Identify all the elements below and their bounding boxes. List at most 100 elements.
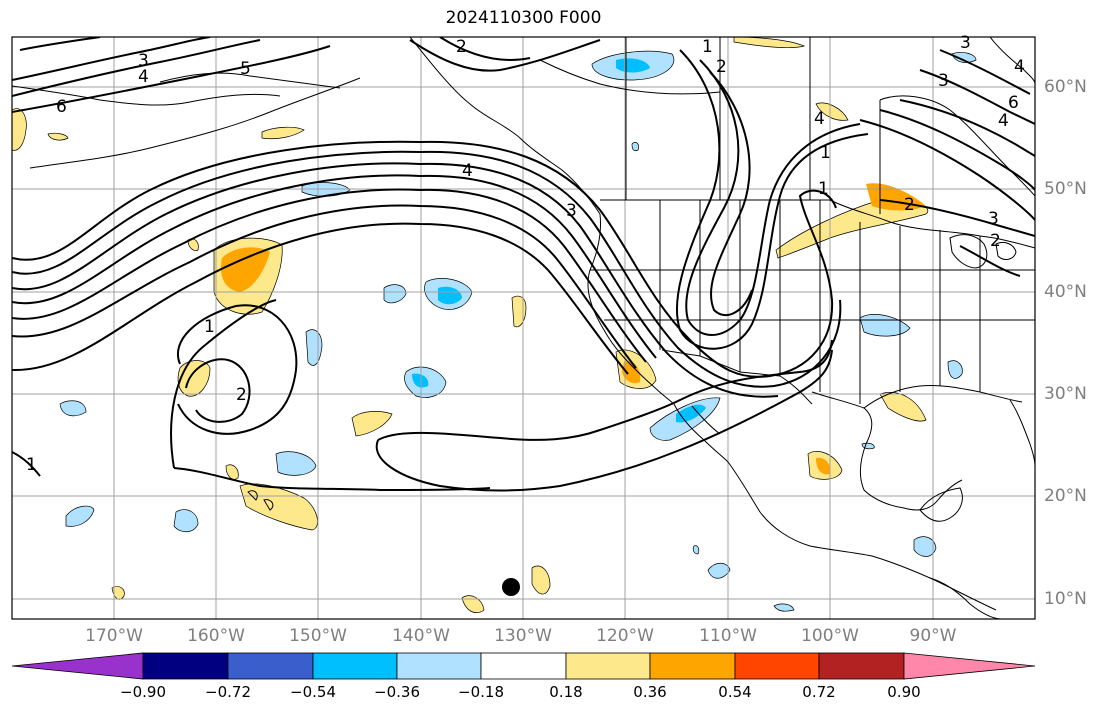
shade-positive (177, 360, 211, 397)
contour-ridge-3 (12, 162, 779, 398)
west-coast (587, 213, 675, 405)
lat-label-60n: 60°N (1044, 77, 1087, 97)
contour-label: 4 (1014, 57, 1025, 77)
contour-trough-east-3 (709, 71, 753, 317)
shade-positive (775, 197, 929, 259)
shade-positive (815, 102, 849, 121)
contour-ne-1 (859, 119, 1035, 221)
contour-high-1 (177, 304, 298, 435)
lon-label-120w: 120°W (596, 626, 654, 646)
shade-positive-strong (816, 457, 831, 475)
greenland-edge (989, 37, 1035, 85)
florida (1009, 399, 1035, 467)
aleutian-chain (29, 77, 361, 169)
contour-ridge-2 (12, 150, 842, 388)
contour-ne-7 (959, 245, 1021, 277)
shade-negative (707, 562, 731, 579)
contour-ridge-4 (12, 174, 657, 359)
map-title: 2024110300 F000 (445, 8, 602, 28)
contour-nw-4 (19, 37, 101, 51)
contour-label: 1 (204, 317, 215, 337)
contour-ne-6 (879, 199, 1035, 237)
contour-label: 5 (240, 59, 251, 79)
shade-positive (461, 595, 485, 613)
map-frame (11, 36, 1036, 620)
contour-label: 1 (702, 37, 713, 57)
lon-label-100w: 100°W (801, 626, 859, 646)
shade-positive (12, 108, 27, 151)
contour-north-2 (439, 37, 531, 61)
us-mexico-border (661, 349, 813, 405)
gulf-coast-north (863, 385, 1023, 409)
colorbar-tick-label: 0.72 (802, 683, 836, 701)
shade-negative-strong (676, 404, 706, 423)
contours (12, 37, 1035, 492)
colorbar-tick-label: −0.36 (374, 683, 420, 701)
grid-lines (12, 37, 1035, 619)
contour-label: 3 (138, 51, 149, 71)
shade-negative (173, 509, 199, 533)
colorbar-tick-label: −0.90 (120, 683, 166, 701)
central-america (929, 577, 1001, 619)
shade-negative (59, 400, 87, 417)
alaska-peninsula-north (159, 72, 341, 89)
canada-province-lines (719, 37, 881, 214)
contour-ne-2 (879, 109, 1035, 191)
lat-label-40n: 40°N (1044, 282, 1087, 302)
contour-ne-5 (939, 49, 1031, 95)
colorbar-bin (565, 652, 651, 680)
shade-negative (275, 451, 317, 476)
contour-label: 3 (988, 209, 999, 229)
shade-negative (631, 142, 639, 152)
great-lakes-2 (995, 241, 1017, 260)
colorbar-bin (227, 652, 314, 680)
contour-high-2-inner (185, 358, 251, 423)
colorbar-bin (480, 652, 567, 680)
colorbar (11, 652, 1036, 680)
lon-label-110w: 110°W (699, 626, 757, 646)
shade-negative (913, 536, 937, 557)
contour-label: 6 (1008, 93, 1019, 113)
colorbar-tick-label: 0.90 (887, 683, 921, 701)
lon-label-130w: 130°W (494, 626, 552, 646)
gulf-coast (811, 391, 963, 511)
colorbar-extend-right (903, 652, 1036, 680)
mexico-pacific-coast (727, 461, 997, 611)
contour-label: 2 (904, 195, 915, 215)
location-marker (502, 578, 520, 596)
colorbar-tick-label: 0.54 (718, 683, 752, 701)
colorbar-tick-label: −0.18 (458, 683, 504, 701)
contour-north-1 (409, 39, 601, 72)
shade-negative (859, 314, 911, 337)
shade-negative-strong (438, 286, 462, 305)
contour-label: 2 (990, 231, 1001, 251)
contour-ne-3 (899, 99, 1035, 157)
shade-negative (65, 505, 95, 527)
shade-negative (951, 52, 977, 63)
contour-label: 6 (56, 97, 67, 117)
contour-label: 2 (456, 37, 467, 57)
contour-label: 1 (818, 179, 829, 199)
contour-labels: 3 4 5 6 2 1 2 4 3 1 4 1 3 2 1 2 1 2 3 4 … (26, 33, 1025, 475)
contour-label: 4 (814, 109, 825, 129)
shade-positive-strong (220, 247, 270, 292)
shaded-fields (12, 37, 977, 613)
contour-nw-1 (12, 39, 261, 97)
shade-negative (383, 284, 407, 304)
contour-label: 3 (566, 201, 577, 221)
lon-label-90w: 90°W (909, 626, 957, 646)
colorbar-bin (649, 652, 736, 680)
contour-label: 4 (998, 111, 1009, 131)
contour-south-loop (377, 339, 833, 441)
arctic-coast (539, 59, 721, 95)
lat-label-50n: 50°N (1044, 179, 1087, 199)
colorbar-bin (818, 652, 905, 680)
contour-nw-2 (12, 37, 211, 81)
shade-negative (947, 360, 963, 379)
contour-label: 3 (938, 71, 949, 91)
shade-negative-strong (412, 373, 429, 388)
shade-negative (305, 329, 323, 366)
shade-negative (861, 442, 875, 450)
hudson-bay (879, 95, 1035, 197)
